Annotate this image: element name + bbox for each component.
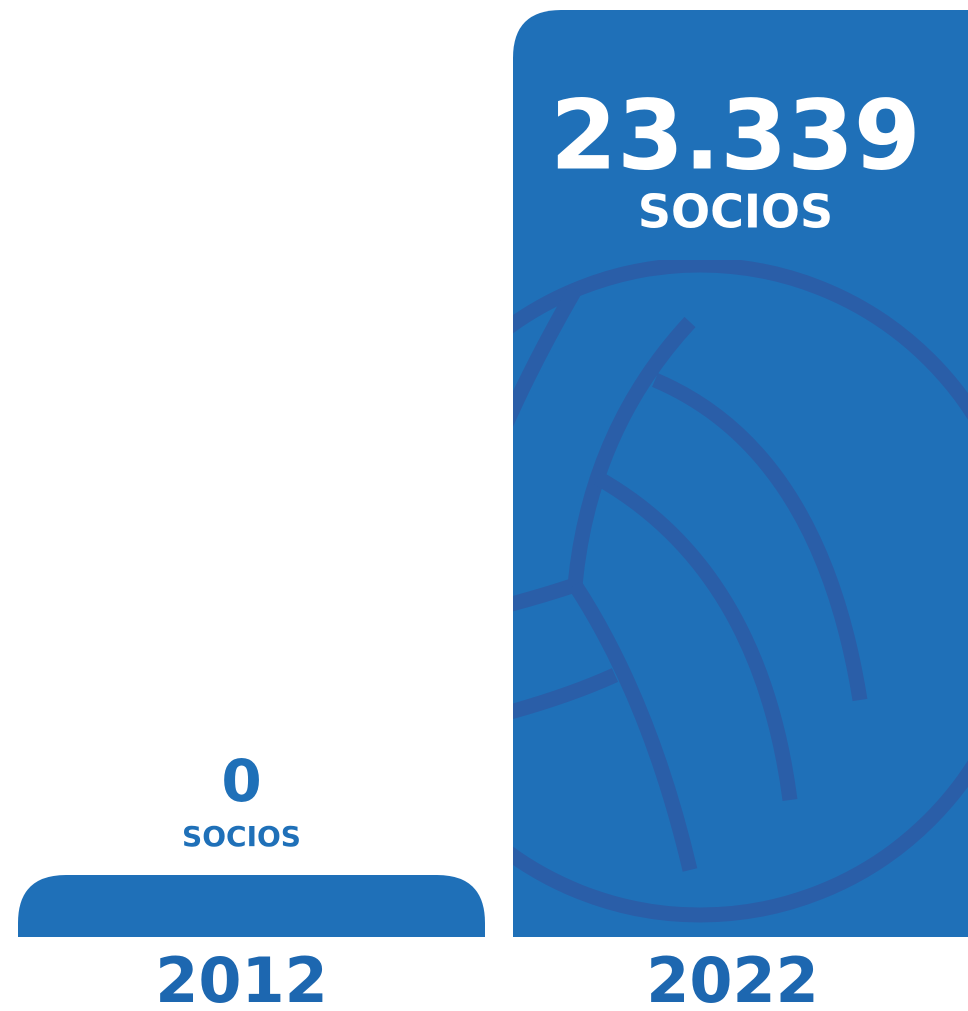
value-label: 23.339 — [550, 79, 920, 191]
x-tick-label: 2022 — [646, 944, 819, 1011]
x-tick-label: 2012 — [155, 944, 328, 1011]
volleyball-decoration — [513, 260, 968, 923]
value-label: 0 — [221, 747, 261, 815]
bars — [18, 10, 968, 937]
bar — [513, 10, 968, 937]
unit-label: SOCIOS — [182, 820, 301, 853]
unit-label: SOCIOS — [638, 185, 833, 239]
bar — [18, 875, 485, 937]
